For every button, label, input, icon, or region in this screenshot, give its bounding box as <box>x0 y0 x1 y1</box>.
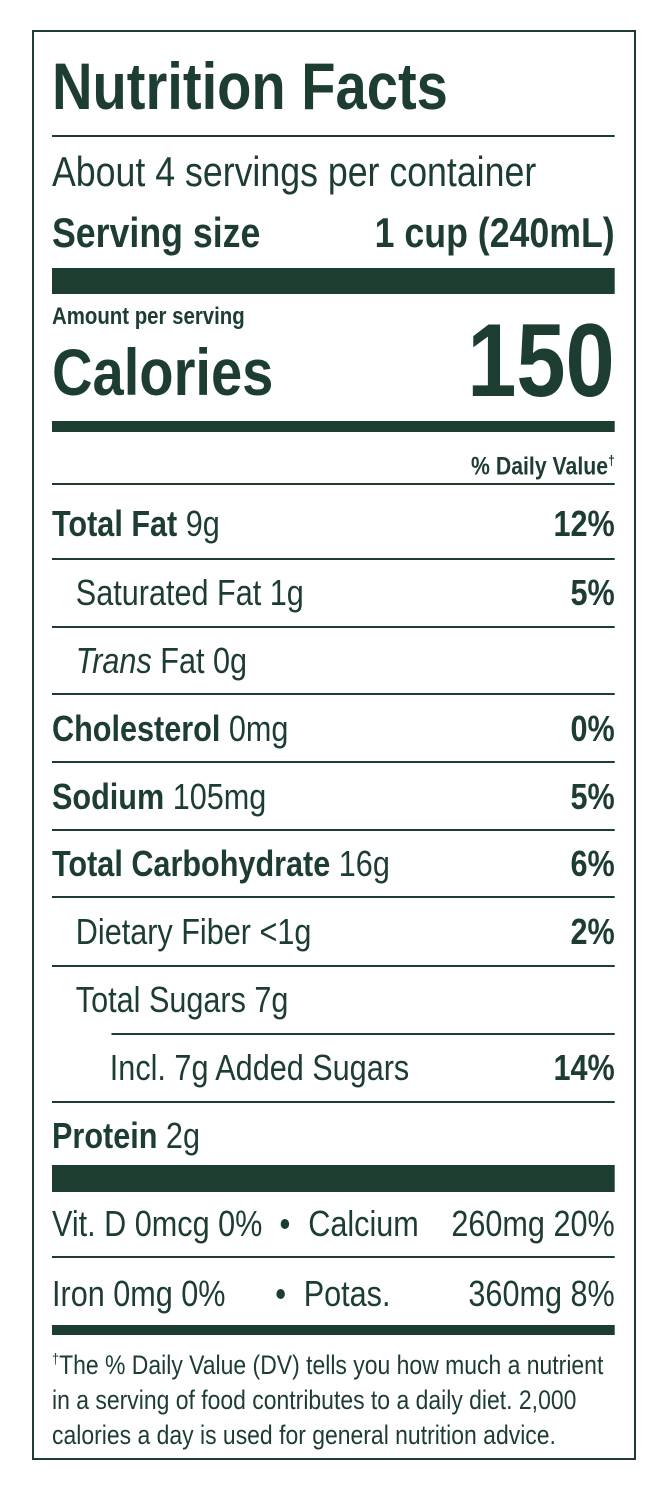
nutrient-name: Protein <box>52 1115 158 1156</box>
nutrient-row: Protein 2g <box>52 1102 615 1170</box>
nutrient-row: Trans Fat 0g <box>52 627 615 695</box>
rule <box>52 1101 615 1103</box>
label-border <box>32 30 636 1460</box>
nutrient-dv: 0% <box>570 708 615 749</box>
thick-bar <box>52 1165 615 1192</box>
nutrient-dv: 5% <box>570 776 615 817</box>
nutrient-row: Incl. 7g Added Sugars 14% <box>52 1034 615 1102</box>
serving-size-value: 1 cup (240mL) <box>374 209 615 256</box>
nutrient-name: Saturated Fat <box>75 572 262 613</box>
calories-label: Calories <box>52 335 274 409</box>
medium-bar <box>52 1325 615 1335</box>
calories-value: 150 <box>467 303 615 419</box>
daily-value-header: % Daily Value† <box>52 444 615 482</box>
rule <box>52 483 615 485</box>
nutrient-name: Fat <box>160 640 205 681</box>
rule <box>111 1033 615 1035</box>
medium-bar <box>52 421 615 432</box>
nutrient-dv: 2% <box>570 911 615 952</box>
nutrient-name: Dietary Fiber <box>75 911 251 952</box>
nutrient-name: Incl. 7g Added Sugars <box>109 1047 410 1088</box>
serving-size-label: Serving size <box>52 209 261 256</box>
vitamin-amount: 260mg 20% <box>451 1203 615 1244</box>
nutrient-row: Saturated Fat 1g 5% <box>52 559 615 627</box>
rule <box>52 896 615 898</box>
nutrient-dv: 5% <box>570 572 615 613</box>
nutrient-dv: 14% <box>553 1047 615 1088</box>
nutrient-amount: 1g <box>269 572 304 613</box>
nutrient-dv: 6% <box>570 843 615 884</box>
nutrient-name-italic: Trans <box>75 640 152 681</box>
footnote-text: The % Daily Value (DV) tells you how muc… <box>52 1350 604 1450</box>
dagger: † <box>608 452 615 468</box>
rule <box>52 829 615 831</box>
nutrient-name: Cholesterol <box>52 708 221 749</box>
vitamin-amount: 0mg 0% <box>113 1273 226 1314</box>
nutrient-row: Sodium 105mg 5% <box>52 763 615 831</box>
nutrient-amount: 2g <box>165 1115 200 1156</box>
rule <box>52 965 615 967</box>
rule <box>52 626 615 628</box>
thick-bar <box>52 268 615 294</box>
rule <box>52 761 615 763</box>
vitamin-name: Calcium <box>308 1203 419 1244</box>
vitamin-row: Iron 0mg 0% Potas. 360mg 8% <box>52 1260 615 1328</box>
nutrient-amount: 0g <box>212 640 248 681</box>
serving-size: Serving size 1 cup (240mL) <box>52 206 615 260</box>
rule <box>52 135 615 137</box>
separator-dot <box>276 1289 286 1299</box>
nutrient-amount: 0mg <box>228 708 289 749</box>
vitamin-name: Potas. <box>303 1273 391 1314</box>
rule <box>52 693 615 695</box>
nutrient-amount: 105mg <box>172 776 267 817</box>
nutrient-name: Sodium <box>52 776 165 817</box>
nutrient-name: Total Carbohydrate <box>52 843 331 884</box>
nutrient-amount: 7g <box>254 979 289 1020</box>
rule <box>52 558 615 560</box>
servings: About 4 servings per container <box>52 148 537 195</box>
vitamin-amount: 0mcg 0% <box>134 1203 263 1244</box>
vitamin-name: Vit. D <box>52 1203 127 1244</box>
amount-per-serving: Amount per serving <box>52 303 245 330</box>
nutrient-row: Total Carbohydrate 16g 6% <box>52 830 615 898</box>
nutrient-row: Dietary Fiber <1g 2% <box>52 898 615 966</box>
nutrient-name: Total Sugars <box>75 979 246 1020</box>
nutrient-amount: 16g <box>338 843 390 884</box>
nutrient-amount: 9g <box>185 503 220 544</box>
nutrition-label: Nutrition Facts About 4 servings per con… <box>52 0 615 1500</box>
rule <box>52 1256 615 1258</box>
vitamin-amount: 360mg 8% <box>468 1273 615 1314</box>
title: Nutrition Facts <box>52 49 448 123</box>
nutrient-row: Cholesterol 0mg 0% <box>52 695 615 763</box>
nutrient-row: Total Sugars 7g <box>52 966 615 1034</box>
vitamin-row: Vit. D 0mcg 0% Calcium 260mg 20% <box>52 1192 615 1256</box>
nutrient-amount: <1g <box>259 911 312 952</box>
separator-dot <box>281 1219 290 1229</box>
nutrient-name: Total Fat <box>52 503 178 544</box>
footnote: †The % Daily Value (DV) tells you how mu… <box>52 1342 615 1453</box>
footnote-mark: † <box>52 1351 60 1368</box>
vitamin-name: Iron <box>52 1273 105 1314</box>
daily-value-text: % Daily Value <box>471 452 609 481</box>
nutrient-row: Total Fat 9g 12% <box>52 490 615 558</box>
nutrient-dv: 12% <box>553 503 615 544</box>
